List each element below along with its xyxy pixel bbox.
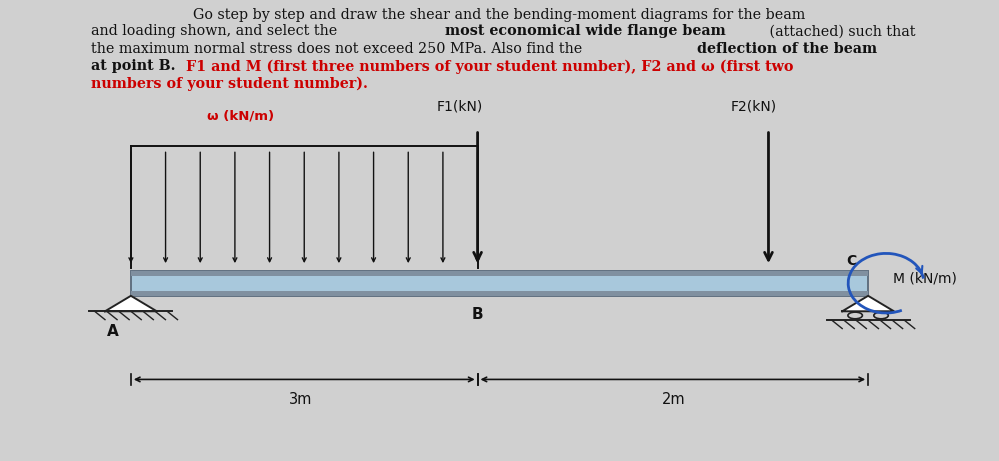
Text: and loading shown, and select the: and loading shown, and select the [91,24,342,38]
Text: C: C [846,254,856,268]
Text: 3m: 3m [289,392,312,407]
Text: at point B.: at point B. [91,59,181,73]
Text: A: A [107,324,119,339]
Text: (attached) such that: (attached) such that [765,24,916,38]
Text: most economical wide flange beam: most economical wide flange beam [445,24,725,38]
Polygon shape [105,296,157,311]
Polygon shape [842,296,894,311]
Text: F1(kN): F1(kN) [437,100,483,114]
Text: deflection of the beam: deflection of the beam [696,41,877,56]
Text: Go step by step and draw the shear and the bending-moment diagrams for the beam: Go step by step and draw the shear and t… [194,8,805,22]
Text: ω (kN/m): ω (kN/m) [207,110,274,123]
Text: numbers of your student number).: numbers of your student number). [91,77,368,91]
Text: F2(kN): F2(kN) [730,100,776,114]
Text: F1 and M (first three numbers of your student number), F2 and ω (first two: F1 and M (first three numbers of your st… [186,59,793,73]
Text: B: B [472,307,484,322]
Bar [131,271,868,276]
Bar [131,291,868,296]
Text: M (kN/m): M (kN/m) [893,272,957,286]
Text: 2m: 2m [662,392,685,407]
Text: the maximum normal stress does not exceed 250 MPa. Also find the: the maximum normal stress does not excee… [91,41,586,56]
Bar [131,271,868,296]
